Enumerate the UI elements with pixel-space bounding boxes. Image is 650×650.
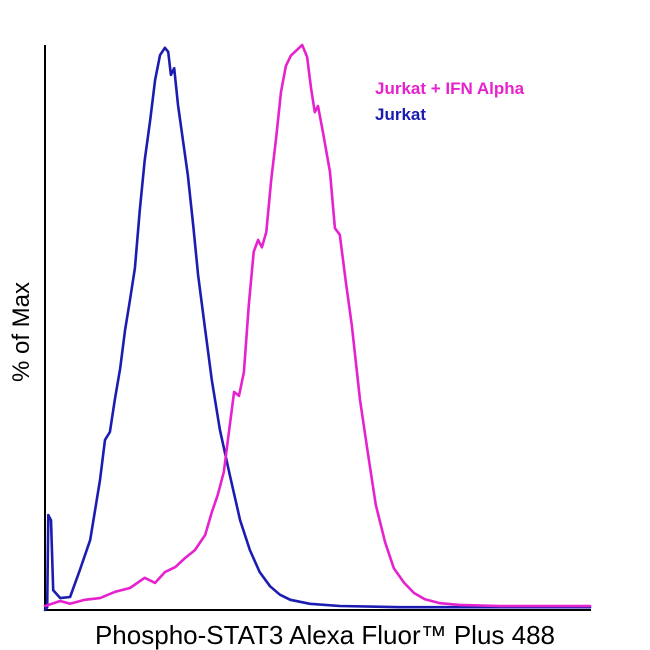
y-axis-label: % of Max xyxy=(8,281,35,383)
series-layer xyxy=(43,43,592,612)
legend-item: Jurkat xyxy=(375,105,427,124)
series-curve xyxy=(43,43,592,608)
legend-item: Jurkat + IFN Alpha xyxy=(375,79,525,98)
x-axis-label: Phospho-STAT3 Alexa Fluor™ Plus 488 xyxy=(94,620,556,650)
series-curve xyxy=(43,46,592,612)
legend: Jurkat + IFN Alpha Jurkat xyxy=(375,78,524,126)
